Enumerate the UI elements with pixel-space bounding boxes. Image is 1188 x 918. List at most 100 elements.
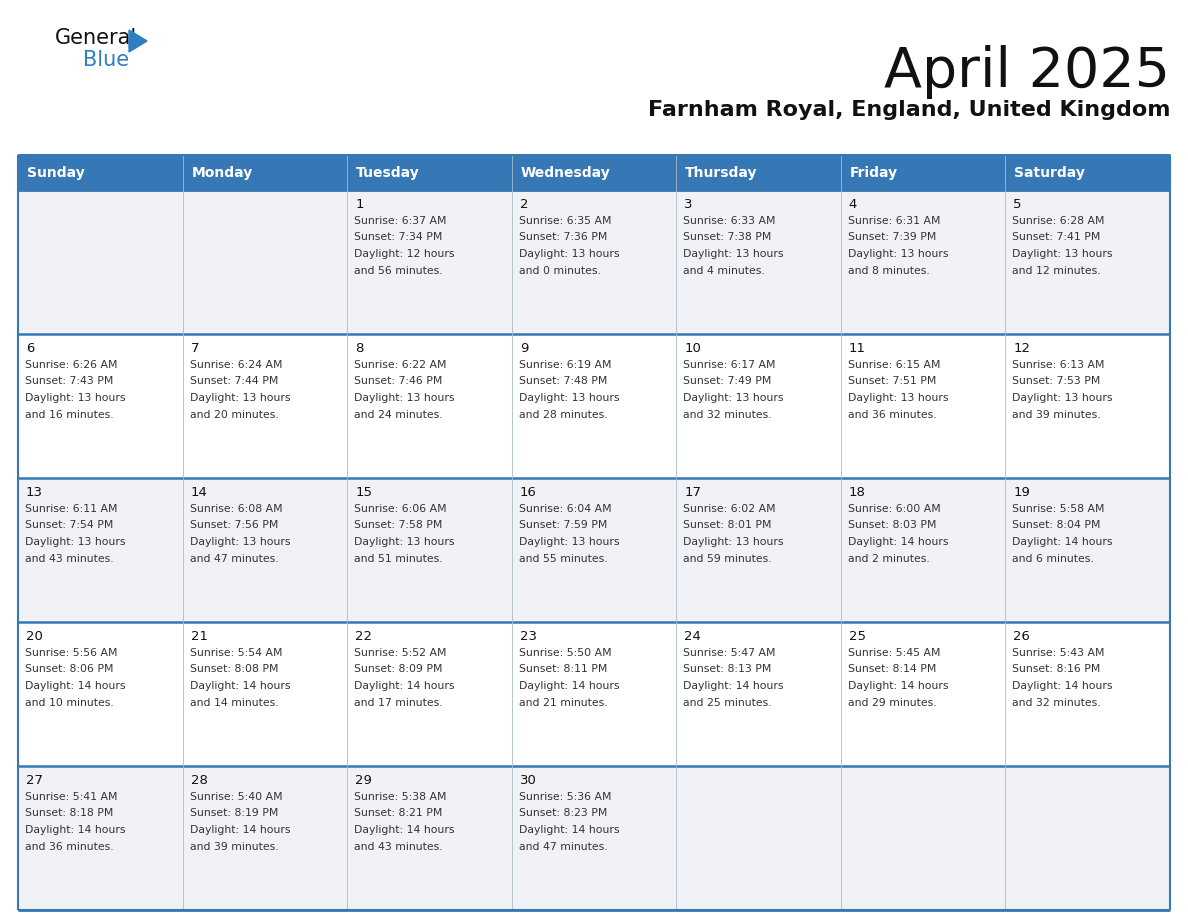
Text: Sunrise: 6:19 AM: Sunrise: 6:19 AM: [519, 360, 611, 370]
Text: Sunset: 7:43 PM: Sunset: 7:43 PM: [25, 376, 113, 386]
Text: Sunset: 7:41 PM: Sunset: 7:41 PM: [1012, 232, 1101, 242]
Text: 4: 4: [849, 198, 858, 211]
Text: Sunrise: 5:40 AM: Sunrise: 5:40 AM: [190, 792, 283, 802]
Text: 20: 20: [26, 630, 43, 643]
Text: Sunset: 7:59 PM: Sunset: 7:59 PM: [519, 521, 607, 531]
Bar: [841, 478, 1005, 622]
Text: 12: 12: [1013, 342, 1030, 355]
Text: Monday: Monday: [191, 165, 253, 180]
Text: Sunset: 7:36 PM: Sunset: 7:36 PM: [519, 232, 607, 242]
Text: Sunset: 7:46 PM: Sunset: 7:46 PM: [354, 376, 442, 386]
Bar: [512, 334, 676, 478]
Text: Sunrise: 5:38 AM: Sunrise: 5:38 AM: [354, 792, 447, 802]
Text: Sunset: 8:21 PM: Sunset: 8:21 PM: [354, 809, 442, 819]
Text: and 47 minutes.: and 47 minutes.: [190, 554, 278, 564]
Bar: [841, 334, 1005, 478]
Text: 8: 8: [355, 342, 364, 355]
Text: and 14 minutes.: and 14 minutes.: [190, 698, 278, 708]
Bar: [18, 155, 183, 190]
Text: and 12 minutes.: and 12 minutes.: [1012, 265, 1101, 275]
Text: and 8 minutes.: and 8 minutes.: [848, 265, 929, 275]
Text: and 24 minutes.: and 24 minutes.: [354, 409, 443, 420]
Text: Sunrise: 6:28 AM: Sunrise: 6:28 AM: [1012, 216, 1105, 226]
Text: 27: 27: [26, 774, 43, 787]
Text: 9: 9: [519, 342, 529, 355]
Text: Sunrise: 6:08 AM: Sunrise: 6:08 AM: [190, 504, 283, 514]
Text: 29: 29: [355, 774, 372, 787]
Bar: [183, 766, 347, 910]
Text: Sunrise: 6:37 AM: Sunrise: 6:37 AM: [354, 216, 447, 226]
Text: Sunset: 8:06 PM: Sunset: 8:06 PM: [25, 665, 114, 675]
Text: and 55 minutes.: and 55 minutes.: [519, 554, 607, 564]
Text: 19: 19: [1013, 486, 1030, 499]
Polygon shape: [129, 30, 147, 52]
Text: Sunset: 8:04 PM: Sunset: 8:04 PM: [1012, 521, 1101, 531]
Bar: [512, 155, 676, 190]
Text: and 56 minutes.: and 56 minutes.: [354, 265, 443, 275]
Text: and 17 minutes.: and 17 minutes.: [354, 698, 443, 708]
Text: 28: 28: [190, 774, 208, 787]
Bar: [18, 478, 183, 622]
Text: 13: 13: [26, 486, 43, 499]
Text: Sunset: 8:08 PM: Sunset: 8:08 PM: [190, 665, 278, 675]
Text: 24: 24: [684, 630, 701, 643]
Text: Daylight: 13 hours: Daylight: 13 hours: [519, 537, 619, 547]
Text: and 39 minutes.: and 39 minutes.: [190, 842, 278, 852]
Text: Sunrise: 6:22 AM: Sunrise: 6:22 AM: [354, 360, 447, 370]
Text: Sunset: 7:56 PM: Sunset: 7:56 PM: [190, 521, 278, 531]
Text: and 20 minutes.: and 20 minutes.: [190, 409, 278, 420]
Text: Daylight: 14 hours: Daylight: 14 hours: [683, 681, 784, 691]
Text: Sunrise: 6:00 AM: Sunrise: 6:00 AM: [848, 504, 941, 514]
Bar: [183, 334, 347, 478]
Text: Sunrise: 6:11 AM: Sunrise: 6:11 AM: [25, 504, 118, 514]
Text: Farnham Royal, England, United Kingdom: Farnham Royal, England, United Kingdom: [647, 100, 1170, 120]
Text: Daylight: 13 hours: Daylight: 13 hours: [190, 393, 290, 403]
Text: and 25 minutes.: and 25 minutes.: [683, 698, 772, 708]
Text: 7: 7: [190, 342, 200, 355]
Bar: [347, 334, 512, 478]
Text: Daylight: 13 hours: Daylight: 13 hours: [190, 537, 290, 547]
Text: Sunset: 7:54 PM: Sunset: 7:54 PM: [25, 521, 113, 531]
Text: General: General: [55, 28, 138, 48]
Text: Daylight: 14 hours: Daylight: 14 hours: [190, 681, 290, 691]
Text: 18: 18: [849, 486, 866, 499]
Bar: [1005, 190, 1170, 334]
Text: Sunrise: 6:13 AM: Sunrise: 6:13 AM: [1012, 360, 1105, 370]
Text: Sunrise: 5:47 AM: Sunrise: 5:47 AM: [683, 648, 776, 658]
Text: Sunset: 8:14 PM: Sunset: 8:14 PM: [848, 665, 936, 675]
Text: Sunset: 7:48 PM: Sunset: 7:48 PM: [519, 376, 607, 386]
Text: Daylight: 13 hours: Daylight: 13 hours: [683, 537, 784, 547]
Text: Sunrise: 6:26 AM: Sunrise: 6:26 AM: [25, 360, 118, 370]
Text: Daylight: 14 hours: Daylight: 14 hours: [519, 825, 619, 835]
Text: Daylight: 13 hours: Daylight: 13 hours: [1012, 393, 1113, 403]
Text: Sunrise: 5:41 AM: Sunrise: 5:41 AM: [25, 792, 118, 802]
Text: and 36 minutes.: and 36 minutes.: [25, 842, 114, 852]
Bar: [347, 622, 512, 766]
Text: Daylight: 13 hours: Daylight: 13 hours: [354, 393, 455, 403]
Text: Sunrise: 5:58 AM: Sunrise: 5:58 AM: [1012, 504, 1105, 514]
Text: Daylight: 14 hours: Daylight: 14 hours: [354, 681, 455, 691]
Text: Daylight: 13 hours: Daylight: 13 hours: [519, 393, 619, 403]
Bar: [676, 478, 841, 622]
Text: Sunrise: 6:02 AM: Sunrise: 6:02 AM: [683, 504, 776, 514]
Bar: [676, 155, 841, 190]
Text: Sunset: 7:38 PM: Sunset: 7:38 PM: [683, 232, 772, 242]
Text: 23: 23: [519, 630, 537, 643]
Bar: [1005, 155, 1170, 190]
Text: 26: 26: [1013, 630, 1030, 643]
Bar: [1005, 622, 1170, 766]
Text: Thursday: Thursday: [685, 165, 758, 180]
Text: Sunset: 8:13 PM: Sunset: 8:13 PM: [683, 665, 772, 675]
Text: Friday: Friday: [849, 165, 898, 180]
Text: Sunset: 7:44 PM: Sunset: 7:44 PM: [190, 376, 278, 386]
Text: Daylight: 14 hours: Daylight: 14 hours: [848, 681, 948, 691]
Text: Sunrise: 6:17 AM: Sunrise: 6:17 AM: [683, 360, 776, 370]
Text: 16: 16: [519, 486, 537, 499]
Text: and 29 minutes.: and 29 minutes.: [848, 698, 936, 708]
Text: 1: 1: [355, 198, 364, 211]
Text: 10: 10: [684, 342, 701, 355]
Bar: [347, 478, 512, 622]
Bar: [841, 190, 1005, 334]
Text: 14: 14: [190, 486, 208, 499]
Text: Sunset: 7:51 PM: Sunset: 7:51 PM: [848, 376, 936, 386]
